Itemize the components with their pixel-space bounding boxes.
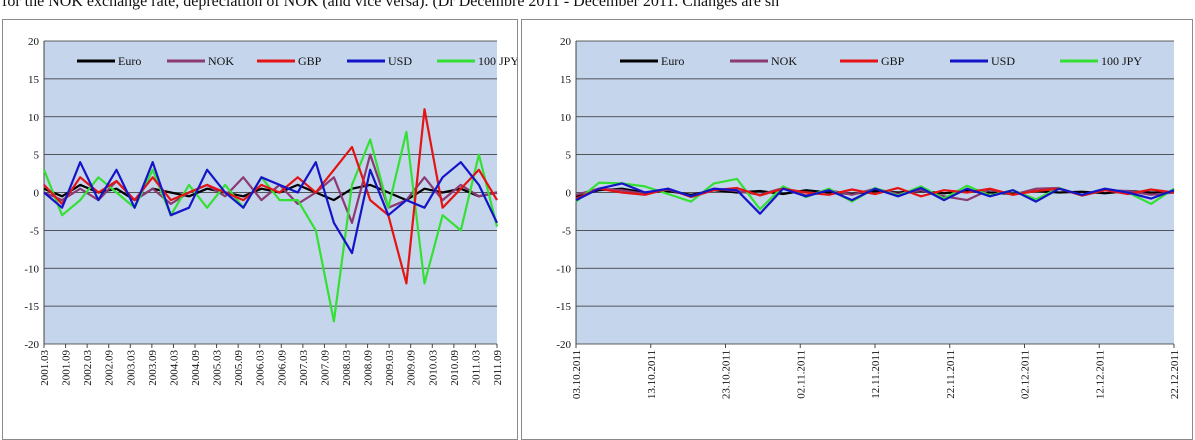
x-tick-label: 23.10.2011 (721, 350, 733, 399)
y-tick-label: -5 (30, 225, 40, 237)
legend-label-gbp: GBP (881, 54, 905, 68)
x-tick-label: 2009.09 (406, 350, 418, 386)
legend-label-100-jpy: 100 JPY (478, 54, 517, 68)
series-line-gbp (43, 108, 498, 285)
x-tick-label: 2005.03 (212, 350, 224, 386)
x-tick-label: 2010.09 (449, 350, 461, 386)
x-tick-label: 2002.09 (104, 350, 116, 386)
y-tick-label: 10 (560, 112, 572, 124)
x-tick-label: 2004.09 (190, 350, 202, 386)
x-tick-label: 2005.09 (233, 350, 245, 386)
x-tick-label: 22.12.2011 (1169, 350, 1181, 399)
legend-label-nok: NOK (771, 54, 797, 68)
y-tick-label: -10 (556, 263, 571, 275)
x-tick-label: 2011.09 (492, 350, 504, 386)
x-tick-label: 12.12.2011 (1094, 350, 1106, 399)
x-tick-label: 2006.09 (276, 350, 288, 386)
chart-panel-right: 20 15 10 5 0 -5 -10 -15 -20 03.10.2011 13.10.2011 2… (521, 19, 1193, 440)
series-line-usd (43, 161, 498, 255)
caption-text: for the NOK exchange rate, depreciation … (2, 0, 780, 10)
y-tick-label: -5 (562, 225, 572, 237)
x-tick-label: 2009.03 (384, 350, 396, 386)
x-tick-label: 13.10.2011 (646, 350, 658, 399)
legend-label-nok: NOK (208, 54, 234, 68)
y-tick-label: 5 (566, 150, 572, 162)
y-tick-label: 10 (28, 112, 40, 124)
x-tick-label: 2001.03 (39, 350, 51, 386)
x-tick-label: 2008.09 (363, 350, 375, 386)
y-tick-label: 5 (34, 150, 40, 162)
y-tick-label: -15 (556, 301, 571, 313)
x-tick-label: 2003.09 (147, 350, 159, 386)
legend-label-euro: Euro (661, 54, 684, 68)
y-tick-label: 0 (566, 188, 572, 200)
x-tick-label: 2001.09 (61, 350, 73, 386)
legend-label-usd: USD (388, 54, 412, 68)
y-tick-label: 0 (34, 188, 40, 200)
series-line-usd (575, 182, 1175, 215)
x-tick-label: 22.11.2011 (945, 350, 957, 399)
x-tick-label: 2007.03 (298, 350, 310, 386)
x-tick-label: 02.12.2011 (1020, 350, 1032, 399)
x-tick-label: 2003.03 (125, 350, 137, 386)
x-tick-label: 2006.03 (255, 350, 267, 386)
chart-right-svg: 20 15 10 5 0 -5 -10 -15 -2003.10.2011 13.10.2011 2… (556, 36, 1181, 399)
legend-label-gbp: GBP (298, 54, 322, 68)
x-tick-label: 2011.03 (470, 350, 482, 386)
x-tick-label: 2004.03 (168, 350, 180, 386)
x-tick-label: 03.10.2011 (571, 350, 583, 399)
y-tick-label: -15 (24, 301, 39, 313)
x-tick-label: 12.11.2011 (870, 350, 882, 399)
y-tick-label: -10 (24, 263, 39, 275)
x-tick-label: 2010.03 (427, 350, 439, 386)
y-tick-label: 20 (560, 36, 572, 48)
y-tick-label: 15 (560, 74, 572, 86)
x-tick-label: 02.11.2011 (795, 350, 807, 399)
series-line-euro (43, 183, 498, 202)
legend: Euro NOK GBP USD 100 JPY (620, 54, 1142, 68)
legend-label-100-jpy: 100 JPY (1101, 54, 1142, 68)
x-tick-label: 2008.03 (341, 350, 353, 386)
legend-label-euro: Euro (118, 54, 141, 68)
y-tick-label: 15 (28, 74, 40, 86)
y-tick-label: -20 (24, 339, 39, 351)
y-tick-label: -20 (556, 339, 571, 351)
y-tick-label: 20 (28, 36, 40, 48)
legend-label-usd: USD (991, 54, 1015, 68)
legend: Euro NOK GBP USD 100 JPY (77, 54, 517, 68)
x-tick-label: 2007.09 (319, 350, 331, 386)
figure-caption: for the NOK exchange rate, depreciation … (0, 0, 1195, 28)
x-tick-label: 2002.03 (82, 350, 94, 386)
chart-panel-left: 20 15 10 5 0 -5 -10 -15 -20 2001.03 2001.09 2002.03… (2, 19, 518, 440)
